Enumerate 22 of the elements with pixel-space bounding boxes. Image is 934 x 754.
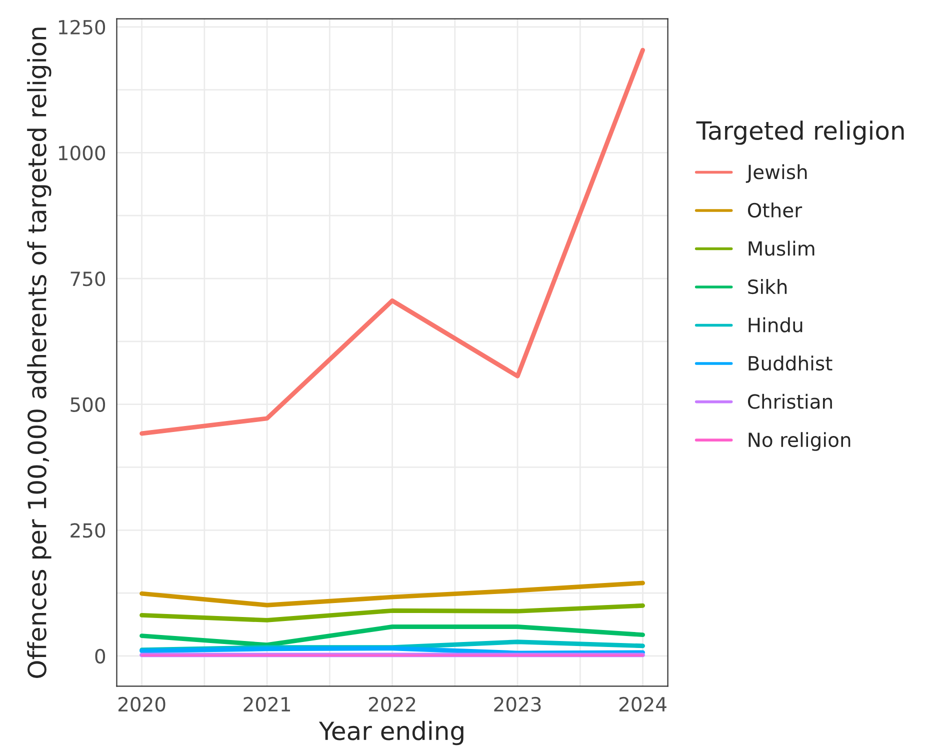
x-tick-label: 2023 (494, 696, 541, 712)
y-axis-title: Offences per 100,000 adherents of targeted religion (27, 28, 52, 678)
legend-label: Other (748, 202, 802, 218)
legend-label: Sikh (748, 279, 787, 294)
y-tick-label: 250 (70, 523, 106, 538)
y-tick-label: 1000 (58, 146, 106, 160)
y-tick-label: 0 (95, 648, 106, 664)
y-tick-label: 750 (70, 271, 106, 286)
x-tick-label: 2022 (368, 696, 416, 712)
legend-title: Targeted religion (696, 120, 904, 145)
legend-label: Jewish (746, 164, 807, 183)
x-tick-label: 2020 (118, 696, 166, 712)
y-tick-label: 1250 (58, 20, 106, 35)
legend-label: Muslim (748, 240, 814, 256)
legend-label: No religion (748, 432, 850, 451)
x-tick-label: 2021 (244, 696, 290, 712)
y-tick-label: 500 (70, 397, 106, 412)
legend-label: Buddhist (748, 356, 832, 371)
legend-label: Hindu (748, 317, 802, 332)
x-tick-label: 2024 (619, 696, 666, 712)
x-axis-title: Year ending (318, 720, 464, 746)
legend-label: Christian (748, 394, 832, 409)
